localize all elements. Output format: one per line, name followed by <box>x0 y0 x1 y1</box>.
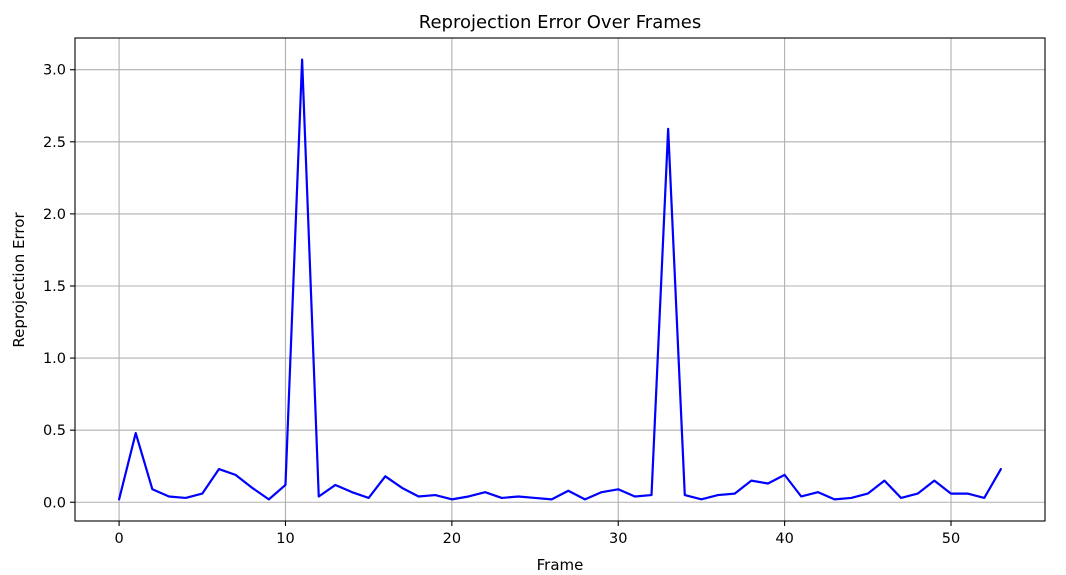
chart-title: Reprojection Error Over Frames <box>419 12 701 33</box>
series-line <box>117 58 1003 501</box>
x-tick-label: 50 <box>942 531 960 547</box>
y-tick-label: 0.0 <box>43 495 66 511</box>
y-axis-label: Reprojection Error <box>10 212 28 348</box>
y-tick-label: 1.0 <box>43 351 66 367</box>
y-tick-label: 3.0 <box>43 63 66 79</box>
x-axis: 0 10 20 30 40 50 <box>114 521 960 547</box>
x-axis-label: Frame <box>537 556 584 574</box>
x-tick-label: 40 <box>775 531 793 547</box>
grid <box>75 38 1045 521</box>
y-axis: 0.0 0.5 1.0 1.5 2.0 2.5 3.0 <box>43 63 75 511</box>
y-tick-label: 0.5 <box>43 423 66 439</box>
axes-frame <box>74 37 1046 522</box>
y-tick-label: 1.5 <box>43 279 66 295</box>
y-tick-label: 2.0 <box>43 207 66 223</box>
y-tick-label: 2.5 <box>43 135 66 151</box>
x-tick-label: 30 <box>609 531 627 547</box>
x-tick-label: 0 <box>114 531 123 547</box>
plot-area <box>117 58 1003 501</box>
x-tick-label: 20 <box>443 531 461 547</box>
x-tick-label: 10 <box>276 531 294 547</box>
